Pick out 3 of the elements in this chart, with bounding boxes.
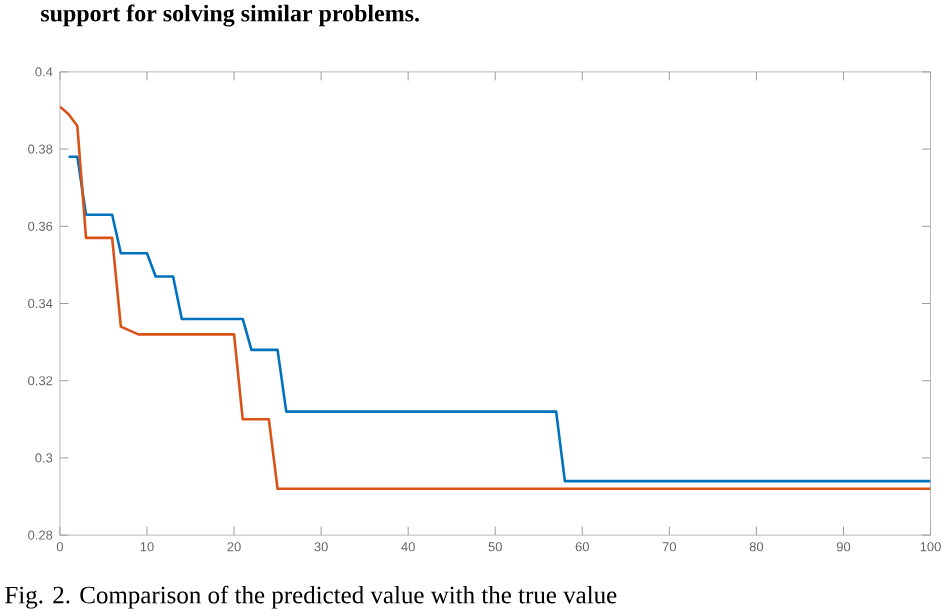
line-series — [67, 156, 931, 483]
text: support for solving similar problems. — [41, 4, 419, 28]
caption: Fig. 2. Comparison of the predicted value with the true value — [5, 586, 617, 610]
